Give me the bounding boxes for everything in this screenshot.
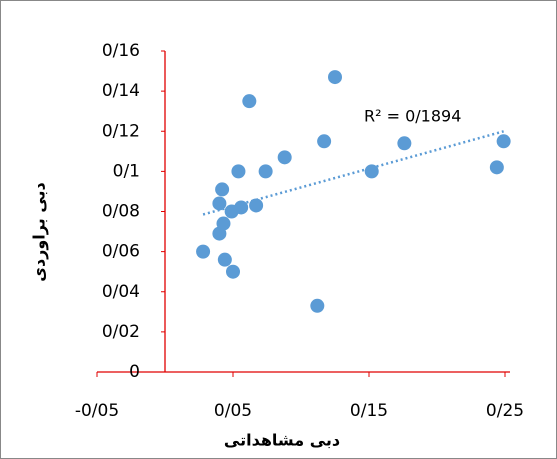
data-point bbox=[397, 136, 412, 151]
y-tick-label: 0/1 bbox=[113, 161, 140, 181]
data-point bbox=[277, 150, 292, 165]
x-tick-label: 0/05 bbox=[214, 401, 252, 421]
y-tick-label: 0/16 bbox=[102, 41, 140, 61]
y-tick-label: 0/04 bbox=[102, 282, 140, 302]
x-tick-label: -0/05 bbox=[75, 401, 119, 421]
data-point bbox=[234, 200, 249, 215]
y-tick-label: 0/14 bbox=[102, 81, 140, 101]
data-point bbox=[258, 164, 273, 179]
data-point bbox=[212, 196, 227, 211]
data-point bbox=[310, 298, 325, 313]
x-tick-label: 0/25 bbox=[486, 401, 524, 421]
y-tick-label: 0/08 bbox=[102, 202, 140, 222]
data-point bbox=[249, 198, 264, 213]
data-point bbox=[328, 70, 342, 85]
y-tick-label: 0/02 bbox=[102, 322, 140, 342]
y-tick-label: 0 bbox=[129, 362, 140, 382]
y-axis-title: دبی براوردی bbox=[30, 182, 49, 281]
data-point bbox=[317, 134, 332, 149]
data-point bbox=[242, 94, 257, 109]
x-axis-title: دبی مشاهداتی bbox=[224, 431, 340, 450]
y-tick-label: 0/12 bbox=[102, 121, 140, 141]
data-point bbox=[231, 164, 246, 179]
x-tick-label: 0/15 bbox=[350, 401, 388, 421]
data-point bbox=[215, 182, 230, 197]
data-point bbox=[196, 244, 211, 259]
data-point bbox=[489, 160, 504, 175]
r-squared-label: R² = 0/1894 bbox=[364, 107, 461, 126]
data-point bbox=[217, 252, 232, 267]
data-point bbox=[364, 164, 379, 179]
y-tick-label: 0/06 bbox=[102, 242, 140, 262]
data-point bbox=[216, 216, 231, 231]
data-point bbox=[226, 264, 240, 279]
data-point bbox=[496, 134, 511, 149]
